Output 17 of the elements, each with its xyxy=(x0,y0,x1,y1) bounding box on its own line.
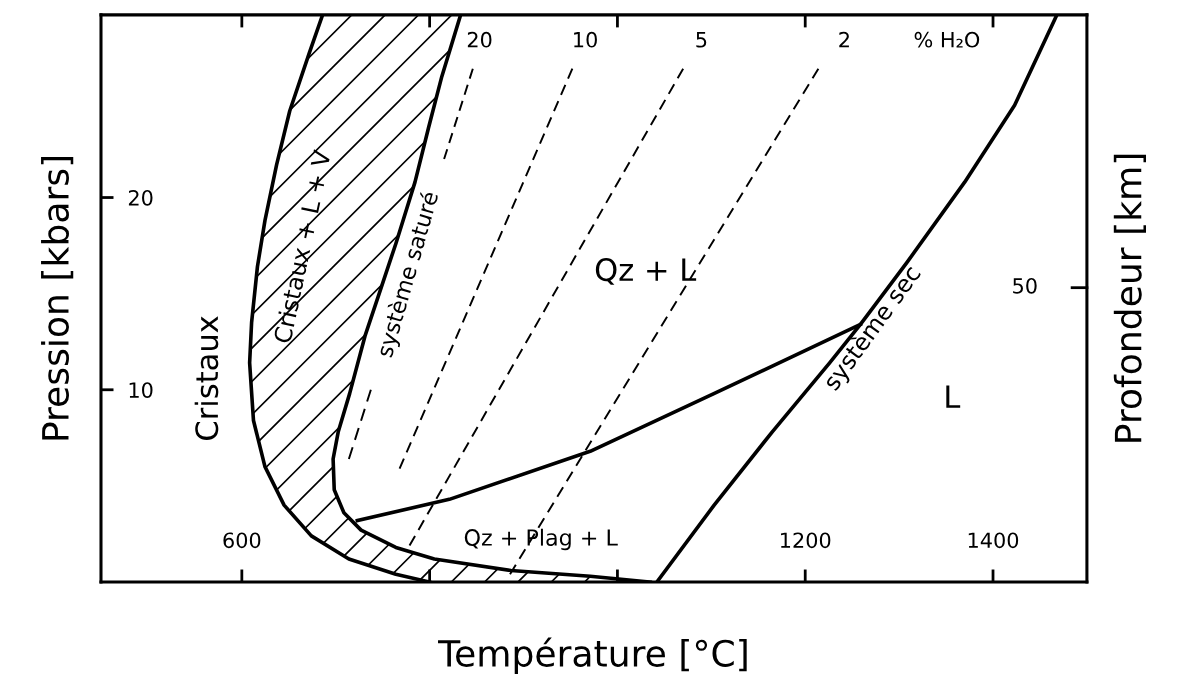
annotation: Cristaux xyxy=(194,316,219,440)
annotation: 10 xyxy=(574,31,597,48)
annotation: système saturé xyxy=(374,190,443,359)
y-axis-title: Pression [kbars] xyxy=(41,156,74,440)
annotation: Qz + Plag + L xyxy=(464,528,618,551)
annotation: 50 xyxy=(1013,277,1037,294)
annotation: L xyxy=(946,385,961,408)
annotation: 2 xyxy=(839,31,849,48)
annotation: Qz + L xyxy=(595,258,697,285)
annotation: % H₂O xyxy=(914,31,980,48)
y2-axis-title: Profondeur [km] xyxy=(1113,154,1146,442)
x-tick-label: 600 xyxy=(223,532,261,549)
x-tick-label: 1200 xyxy=(781,532,831,549)
x-axis-title: Température [°C] xyxy=(438,637,747,674)
annotation: 5 xyxy=(696,32,707,48)
annotation: 20 xyxy=(467,31,492,48)
x-tick-label: 1400 xyxy=(968,532,1019,549)
